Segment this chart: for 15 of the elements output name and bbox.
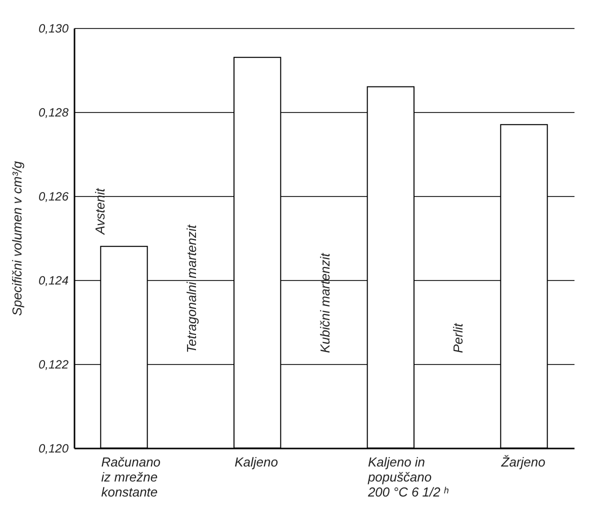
- annotation: Perlit: [450, 322, 466, 353]
- y-tick-label: 0,126: [38, 190, 69, 204]
- y-tick-label: 0,130: [38, 22, 69, 36]
- y-tick-label: 0,120: [38, 442, 69, 456]
- y-tick-label: 0,122: [38, 358, 69, 372]
- annotation: Avstenit: [92, 187, 108, 236]
- x-tick-label: Kaljeno in popuščano 200 °C 6 1/2 ʰ: [366, 454, 449, 500]
- x-tick-label: Računano iz mrežne konstante: [101, 454, 161, 500]
- y-tick-label: 0,128: [38, 106, 69, 120]
- annotation: Tetragonalni martenzit: [184, 223, 199, 353]
- x-tick-label: Žarjeno: [500, 454, 546, 470]
- annotation: Kubični martenzit: [317, 252, 332, 353]
- y-axis-title: Specifični volumen v cm³/g: [9, 160, 24, 316]
- x-tick-label: Kaljeno: [234, 454, 278, 470]
- y-tick-label: 0,124: [38, 274, 69, 288]
